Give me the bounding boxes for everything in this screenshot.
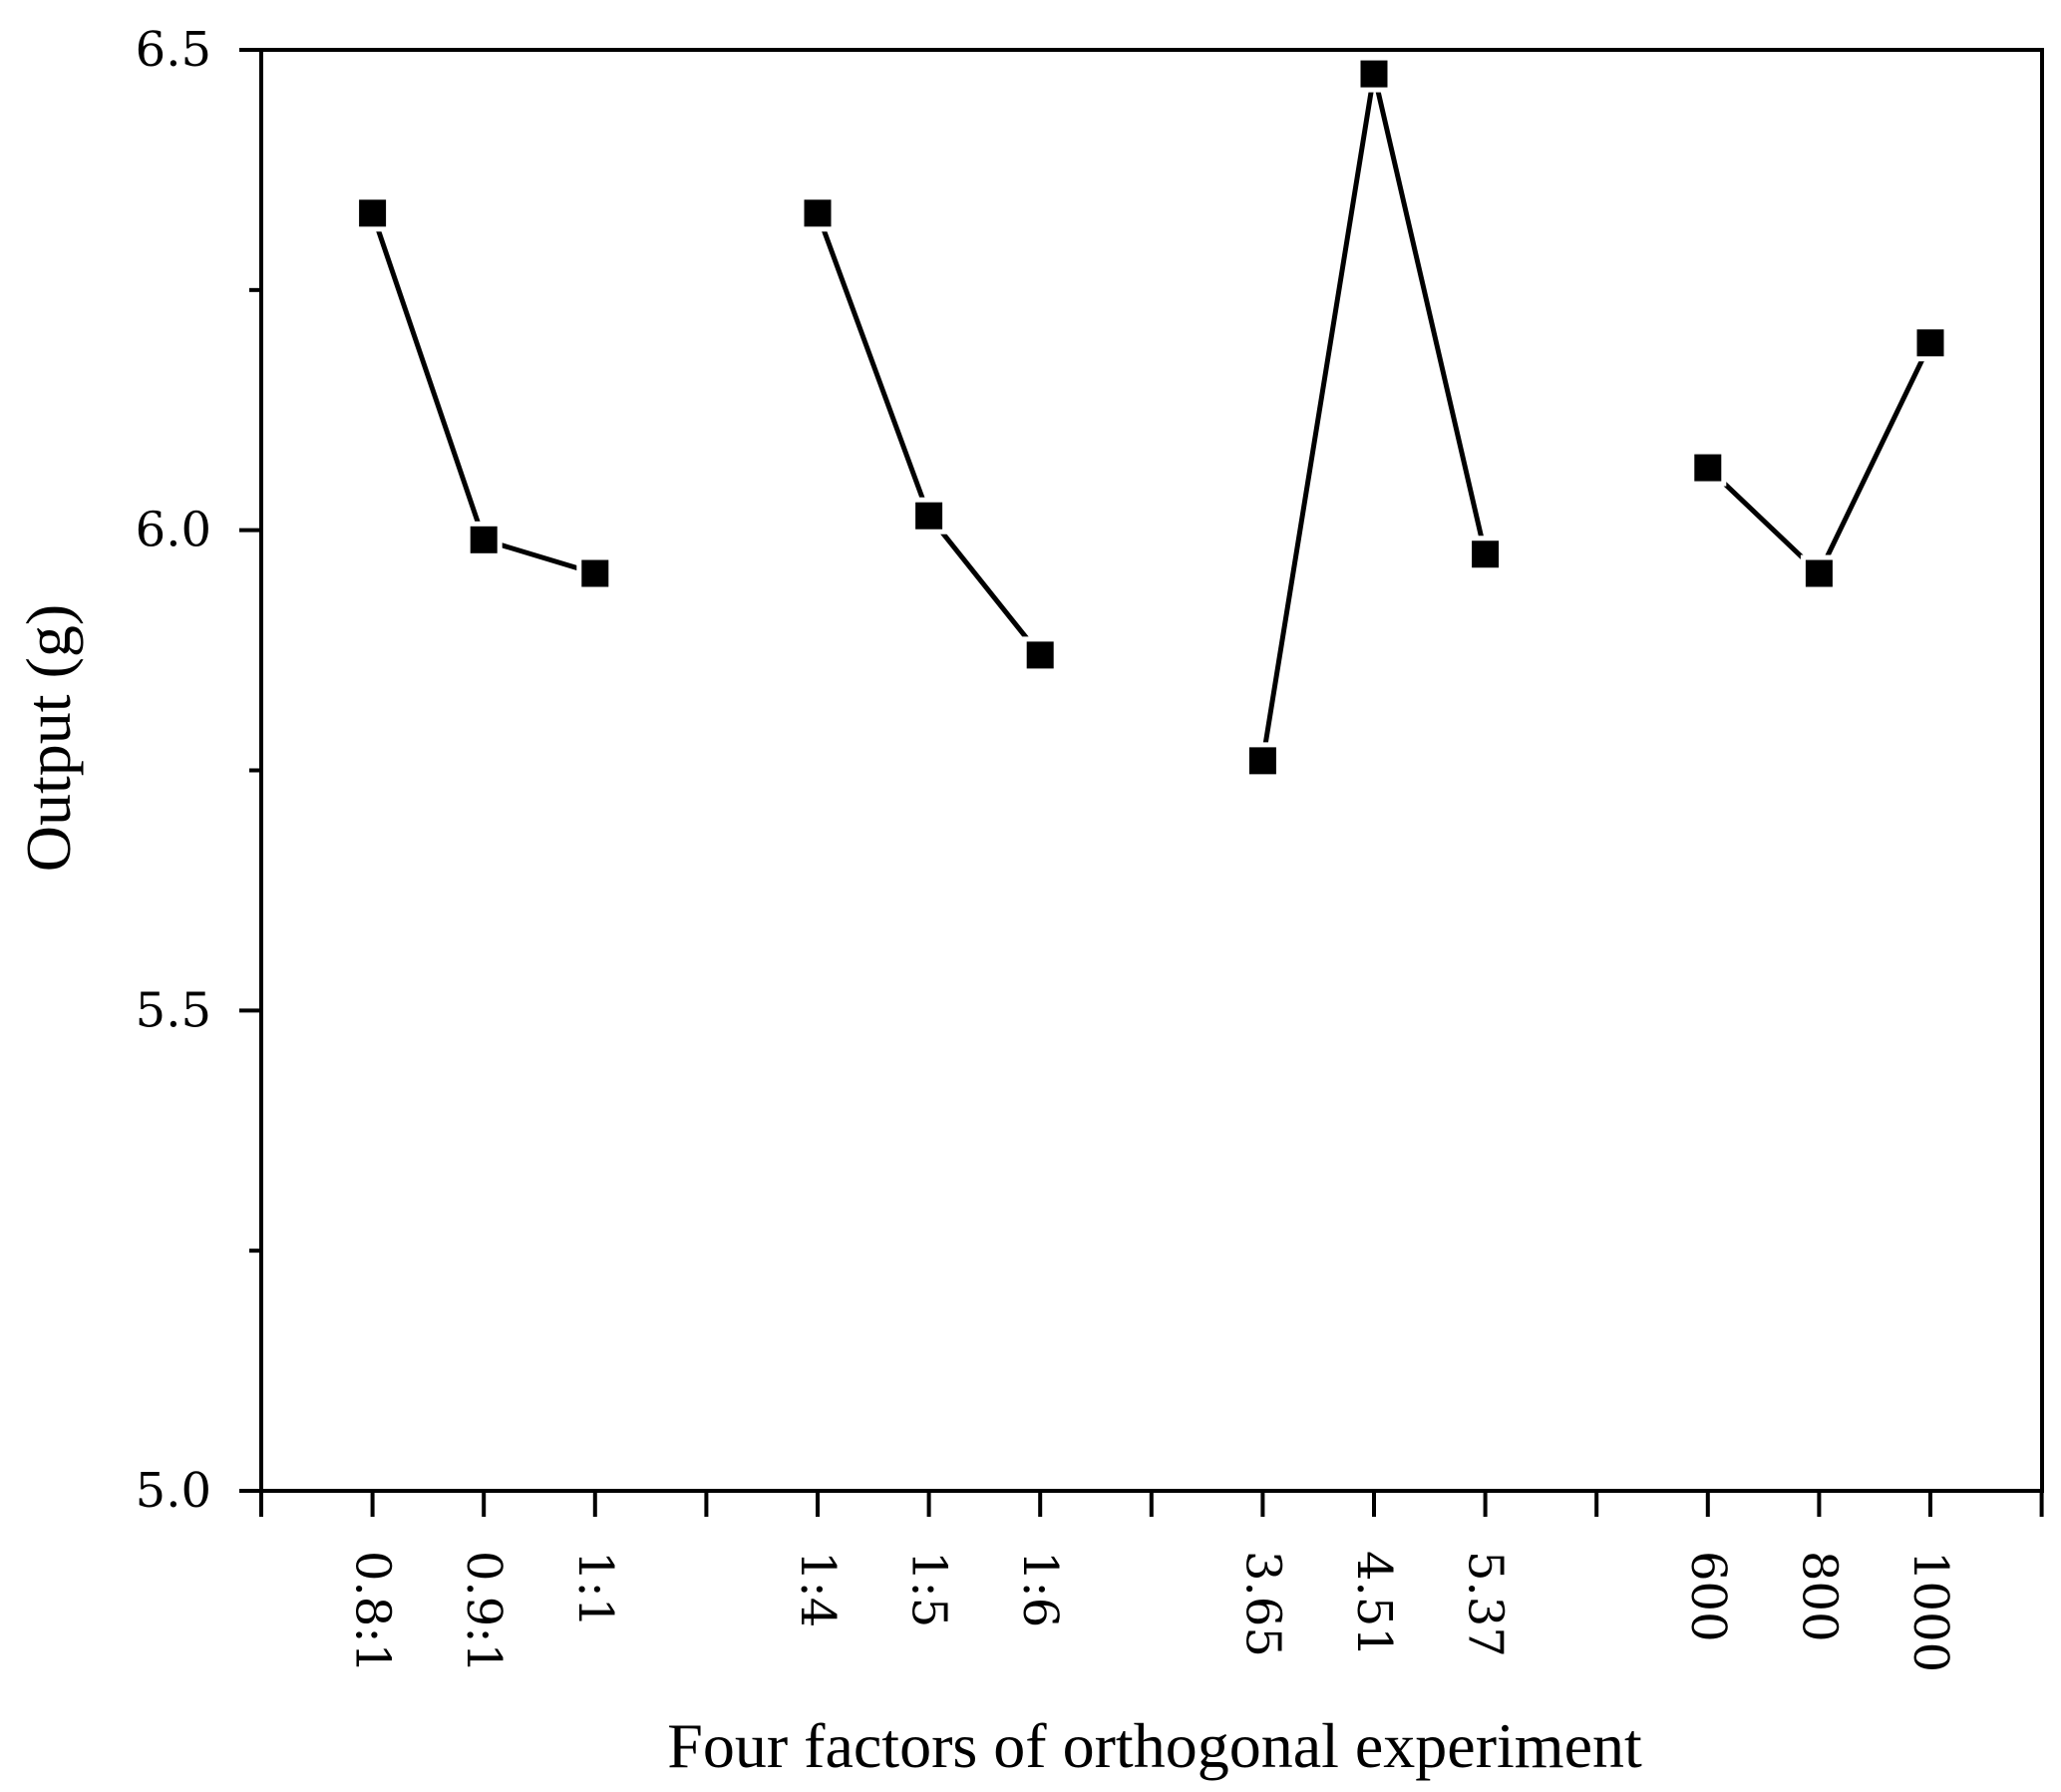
- plot-frame: [259, 48, 2044, 1493]
- x-category-label: 1:6: [1012, 1551, 1068, 1627]
- y-tick-label: 5.5: [136, 982, 211, 1038]
- x-category-label: 5.37: [1458, 1551, 1514, 1657]
- series-line-segment: [1371, 73, 1489, 555]
- data-point-marker: [576, 554, 614, 592]
- data-point-marker: [354, 194, 392, 232]
- data-point-marker: [910, 497, 948, 535]
- x-category-label: 600: [1680, 1551, 1736, 1642]
- series-line-segment: [1706, 466, 1822, 575]
- x-category-label: 0.9:1: [456, 1551, 512, 1673]
- data-point-marker: [1467, 536, 1505, 573]
- series-group-4: [1689, 324, 1949, 592]
- x-category-label: 1:5: [901, 1551, 957, 1627]
- series-line-segment: [815, 211, 931, 518]
- data-point-marker: [1800, 554, 1838, 592]
- y-tick-label: 5.0: [136, 1463, 211, 1519]
- y-axis: 5.0 5.5 6.0 6.5: [136, 22, 261, 1519]
- series-line-segment: [1817, 341, 1933, 575]
- x-category-label: 800: [1791, 1551, 1847, 1642]
- y-tick-label: 6.0: [136, 503, 211, 558]
- series-line-segment: [926, 514, 1043, 657]
- series-line-segment: [1259, 73, 1377, 762]
- data-point-marker: [1243, 742, 1281, 780]
- x-category-label: 4.51: [1346, 1551, 1402, 1657]
- x-category-label: 1:1: [567, 1551, 623, 1627]
- data-point-marker: [1021, 636, 1059, 674]
- x-axis-title: Four factors of orthogonal experiment: [667, 1710, 1642, 1781]
- series-line-segment: [483, 537, 596, 576]
- series-group-3: [1243, 55, 1505, 780]
- x-category-label: 1000: [1902, 1551, 1958, 1672]
- x-category-label: 0.8:1: [345, 1551, 401, 1673]
- y-axis-title: Output (g): [13, 604, 84, 872]
- x-category-label: 1:4: [790, 1551, 846, 1627]
- data-point-marker: [1911, 324, 1949, 362]
- x-axis: 0.8:1 0.9:1 1:1 1:4 1:5 1:6 3.65 4.51 5.37 600 800…: [259, 1491, 2044, 1673]
- series-line-segment: [370, 211, 487, 541]
- data-point-marker: [465, 521, 503, 558]
- series-group-2: [799, 194, 1059, 674]
- data-point-marker: [1355, 55, 1393, 93]
- series-group: [354, 55, 1949, 780]
- series-group-1: [354, 194, 614, 592]
- data-point-marker: [1689, 449, 1727, 487]
- y-tick-label: 6.5: [136, 22, 211, 78]
- data-point-marker: [799, 194, 837, 232]
- x-category-label: 3.65: [1234, 1551, 1290, 1657]
